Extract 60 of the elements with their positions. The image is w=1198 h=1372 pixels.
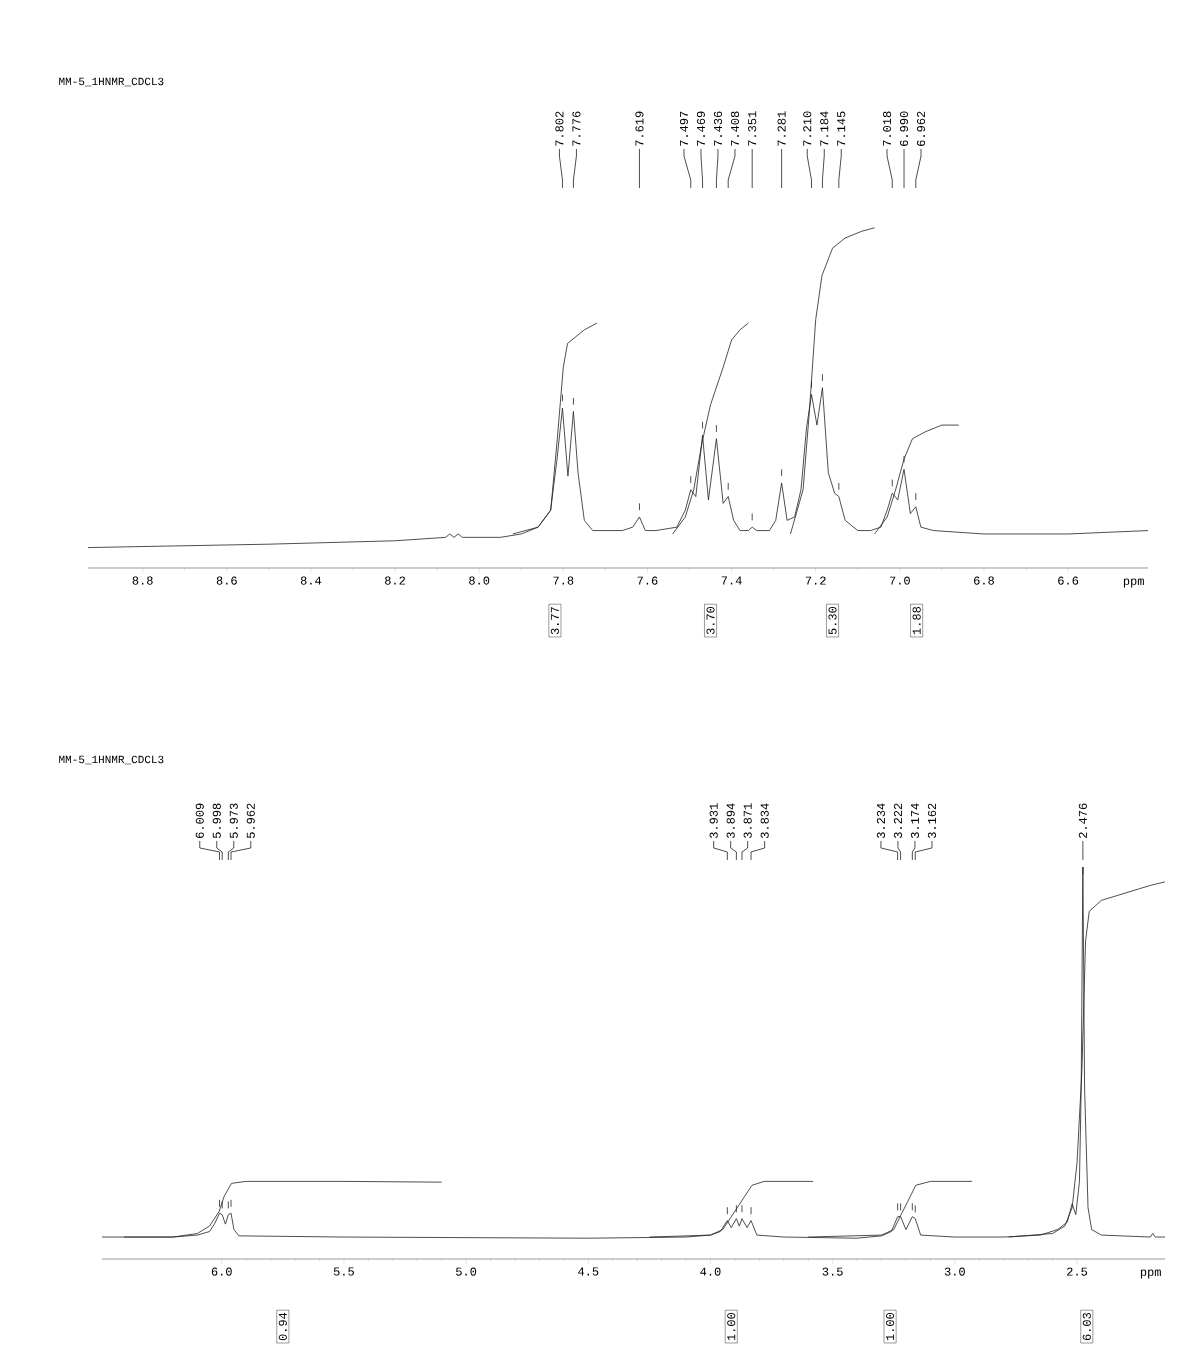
x-tick-label: 3.5 [822,1267,843,1276]
text: 7.281 [777,111,786,146]
text: 3.834 [760,803,769,839]
x-tick-label: 5.0 [456,1267,477,1276]
x-tick-label: 7.2 [805,576,826,585]
x-tick-label: 8.0 [469,576,490,585]
text: 6.962 [916,111,926,146]
text: 3.70 [706,606,715,635]
text: 7.619 [635,111,644,146]
text: 3.234 [876,803,886,839]
text: 7.018 [882,111,892,146]
x-tick-label: 4.5 [578,1267,599,1276]
text: 7.351 [748,111,757,146]
x-tick-label: 5.5 [333,1267,354,1276]
text: 3.174 [910,803,920,839]
x-tick-label: 7.6 [637,576,658,585]
text: 3.222 [893,803,903,839]
x-axis-title: ppm [1140,1269,1161,1279]
text: 5.30 [828,606,837,635]
x-tick-label: 4.0 [700,1267,721,1276]
text: 7.802 [555,111,564,146]
x-tick-label: 6.0 [211,1267,232,1276]
text: 3.77 [550,607,559,635]
text: 7.469 [696,111,706,146]
x-tick-label: 8.2 [385,576,405,585]
text: 1.00 [727,1312,736,1341]
text: 3.931 [709,803,718,839]
text: 7.145 [837,111,846,146]
text: 7.408 [730,111,740,146]
x-tick-label: 8.6 [216,576,237,585]
x-tick-label: 7.4 [721,576,742,585]
x-tick-label: 6.6 [1058,576,1079,585]
text: 7.436 [713,111,723,146]
text: 7.184 [820,111,829,146]
text: 5.962 [246,803,255,839]
x-tick-label: 8.4 [300,576,322,585]
x-axis-title: ppm [1123,578,1144,588]
text: 0.94 [278,1312,287,1341]
text: 1.00 [886,1312,895,1341]
text: 5.973 [229,803,238,839]
text: 6.009 [195,803,204,838]
chart-title: MM-5_1HNMR_CDCL3 [59,755,164,765]
x-tick-label: 2.5 [1067,1267,1088,1276]
x-tick-label: 7.8 [553,576,574,585]
text: 5.998 [212,803,221,839]
x-tick-label: 7.0 [889,576,910,585]
text: 6.990 [899,111,909,146]
chart-title: MM-5_1HNMR_CDCL3 [59,77,164,87]
x-tick-label: 3.0 [944,1267,965,1276]
text: 7.497 [679,111,689,146]
text: 7.776 [572,111,581,146]
text: 3.894 [726,803,735,839]
text: 2.476 [1078,803,1087,838]
x-tick-label: 6.8 [974,576,994,585]
text: 7.210 [803,111,812,146]
text: 1.88 [912,606,921,635]
text: 6.03 [1082,1312,1091,1341]
text: 3.162 [927,803,937,839]
text: 3.871 [743,803,752,839]
x-tick-label: 8.8 [132,576,153,585]
